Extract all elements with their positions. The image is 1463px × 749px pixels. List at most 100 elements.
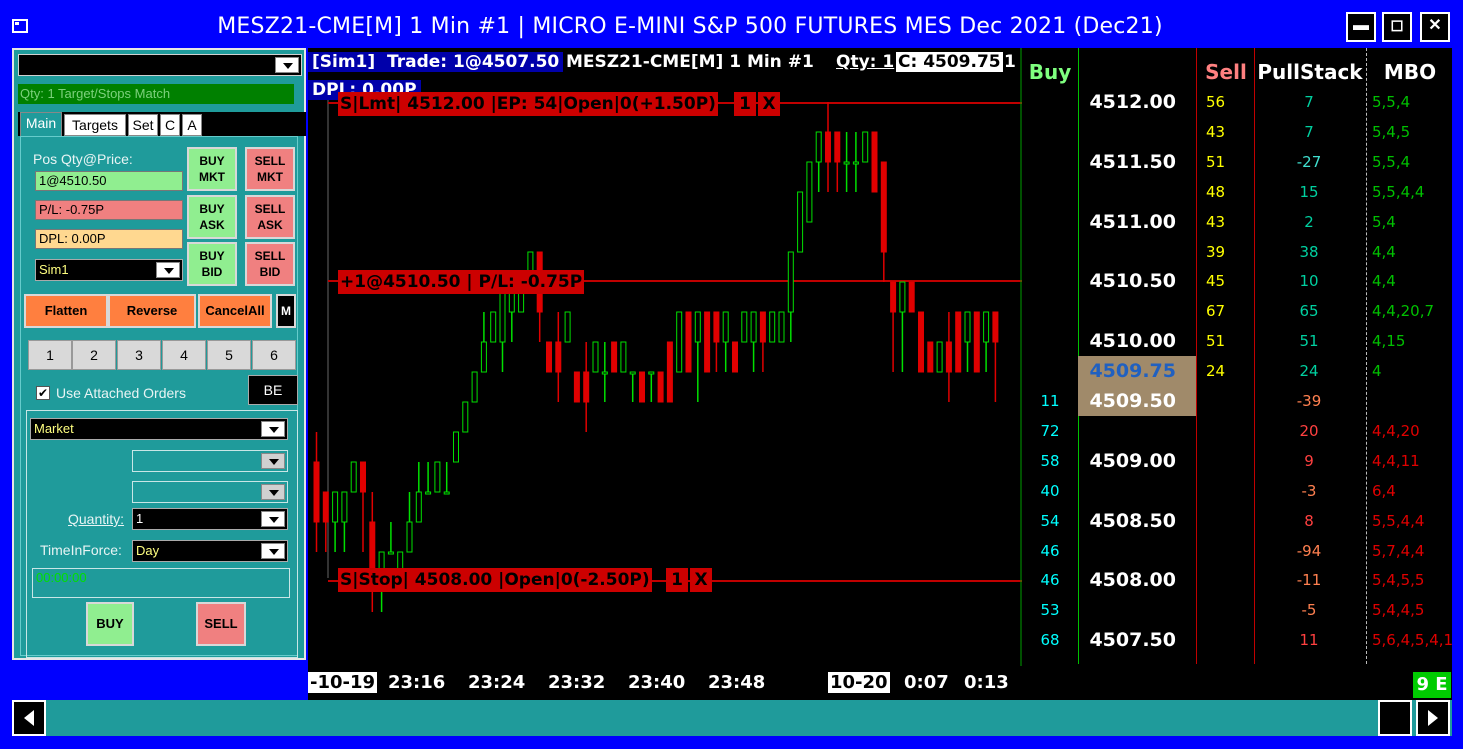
mbo-header[interactable]: MBO — [1383, 60, 1437, 84]
dom-row[interactable]: 4511.00 43 2 5,4 — [1022, 207, 1452, 237]
attached-orders-checkbox[interactable]: ✔ — [36, 386, 50, 400]
dom-row[interactable]: 48 15 5,5,4,4 — [1022, 177, 1452, 207]
price-chart[interactable]: [Sim1] Trade: 1@4507.50 MESZ21-CME[M] 1 … — [308, 48, 1022, 666]
dom-sell-cell[interactable]: 51 — [1206, 332, 1226, 351]
account-dropdown[interactable]: Sim1 — [35, 259, 183, 281]
app-window-icon[interactable] — [12, 19, 28, 33]
sell-header[interactable]: Sell — [1205, 60, 1247, 84]
buy-ask-button[interactable]: BUY ASK — [187, 195, 237, 239]
dom-buy-cell[interactable]: 46 — [1040, 571, 1060, 590]
tif-select[interactable]: Day — [132, 540, 288, 562]
qty-button-3[interactable]: 3 — [117, 340, 161, 370]
sell-ask-button[interactable]: SELL ASK — [245, 195, 295, 239]
dom-row[interactable]: 11 4509.50 -39 — [1022, 386, 1452, 416]
dom-row[interactable]: 4510.00 51 51 4,15 — [1022, 326, 1452, 356]
flatten-button[interactable]: Flatten — [24, 294, 108, 328]
tab-set[interactable]: Set — [128, 114, 158, 136]
chevron-down-icon[interactable] — [261, 421, 285, 437]
price-select-2[interactable] — [132, 481, 288, 503]
target-order-label[interactable]: S|Lmt| 4512.00 |EP: 54|Open|0(+1.50P) — [338, 92, 718, 116]
target-qty-box[interactable]: 1 — [734, 92, 756, 116]
cancel-all-button[interactable]: CancelAll — [198, 294, 272, 328]
dom-buy-cell[interactable]: 54 — [1040, 511, 1060, 530]
dom-row[interactable]: 58 4509.00 9 4,4,11 — [1022, 446, 1452, 476]
scroll-right-button[interactable] — [1416, 700, 1450, 736]
candle-body — [462, 401, 469, 433]
dom-buy-cell[interactable]: 53 — [1040, 601, 1060, 620]
order-type-select[interactable]: Market — [30, 418, 288, 440]
chevron-down-icon[interactable] — [261, 543, 285, 559]
scroll-thumb[interactable] — [1378, 700, 1412, 736]
buy-mkt-button[interactable]: BUY MKT — [187, 147, 237, 191]
dom-buy-cell[interactable]: 46 — [1040, 541, 1060, 560]
dom-row[interactable]: 68 4507.50 11 5,6,4,5,4,1 — [1022, 625, 1452, 655]
buy-button[interactable]: BUY — [86, 602, 134, 646]
tab-targets[interactable]: Targets — [64, 114, 126, 136]
buy-header[interactable]: Buy — [1028, 60, 1072, 84]
dom-row[interactable]: 4509.75 24 24 4 — [1022, 356, 1452, 387]
close-button[interactable]: ✕ — [1420, 12, 1450, 42]
dom-row[interactable]: 43 7 5,4,5 — [1022, 117, 1452, 147]
target-cancel-x[interactable]: X — [758, 92, 780, 116]
tab-c[interactable]: C — [160, 114, 180, 136]
quantity-select[interactable]: 1 — [132, 508, 288, 530]
qty-button-5[interactable]: 5 — [207, 340, 251, 370]
dom-sell-cell[interactable]: 43 — [1206, 212, 1226, 231]
dom-row[interactable]: 4510.50 45 10 4,4 — [1022, 266, 1452, 296]
qty-button-1[interactable]: 1 — [28, 340, 72, 370]
dom-buy-cell[interactable]: 68 — [1040, 631, 1060, 650]
horizontal-scrollbar[interactable] — [12, 700, 1452, 736]
chevron-down-icon[interactable] — [261, 511, 285, 527]
stop-cancel-x[interactable]: X — [690, 568, 712, 592]
dom-row[interactable]: 72 20 4,4,20 — [1022, 416, 1452, 446]
dom-sell-cell[interactable]: 67 — [1206, 302, 1226, 321]
dom-buy-cell[interactable]: 72 — [1040, 421, 1060, 440]
buy-bid-button[interactable]: BUY BID — [187, 242, 237, 286]
dom-row[interactable]: 46 4508.00 -11 5,4,5,5 — [1022, 565, 1452, 595]
dom-row[interactable]: 4512.00 56 7 5,5,4 — [1022, 87, 1452, 117]
chart-account: [Sim1] — [312, 52, 376, 72]
dom-row[interactable]: 46 -94 5,7,4,4 — [1022, 536, 1452, 566]
chevron-down-icon[interactable] — [261, 453, 285, 469]
reverse-button[interactable]: Reverse — [108, 294, 196, 328]
dom-sell-cell[interactable]: 39 — [1206, 242, 1226, 261]
dom-sell-cell[interactable]: 43 — [1206, 122, 1226, 141]
chevron-down-icon[interactable] — [261, 484, 285, 500]
dom-buy-cell[interactable]: 58 — [1040, 451, 1060, 470]
qty-button-6[interactable]: 6 — [252, 340, 296, 370]
be-button[interactable]: BE — [248, 375, 298, 405]
scroll-left-button[interactable] — [12, 700, 46, 736]
dom-sell-cell[interactable]: 56 — [1206, 93, 1226, 111]
sell-bid-button[interactable]: SELL BID — [245, 242, 295, 286]
m-button[interactable]: M — [276, 294, 296, 328]
qty-button-2[interactable]: 2 — [72, 340, 116, 370]
position-label[interactable]: +1@4510.50 | P/L: -0.75P — [338, 270, 585, 294]
minimize-button[interactable]: ▬ — [1346, 12, 1376, 42]
dom-buy-cell[interactable]: 40 — [1040, 481, 1060, 500]
page-count-badge[interactable]: 9 E — [1413, 672, 1451, 698]
chevron-down-icon[interactable] — [156, 262, 180, 278]
tab-a[interactable]: A — [182, 114, 202, 136]
dom-sell-cell[interactable]: 51 — [1206, 152, 1226, 171]
dom-row[interactable]: 39 38 4,4 — [1022, 237, 1452, 267]
dom-buy-cell[interactable]: 11 — [1040, 392, 1060, 410]
tab-main[interactable]: Main — [20, 112, 62, 136]
chevron-down-icon[interactable] — [275, 57, 299, 73]
qty-button-4[interactable]: 4 — [162, 340, 206, 370]
dom-row[interactable]: 67 65 4,4,20,7 — [1022, 296, 1452, 326]
price-select-1[interactable] — [132, 450, 288, 472]
dom-sell-cell[interactable]: 45 — [1206, 272, 1226, 291]
sell-mkt-button[interactable]: SELL MKT — [245, 147, 295, 191]
stop-order-label[interactable]: S|Stop| 4508.00 |Open|0(-2.50P) — [338, 568, 652, 592]
sell-button[interactable]: SELL — [196, 602, 246, 646]
dom-row[interactable]: 40 -3 6,4 — [1022, 476, 1452, 506]
dom-sell-cell[interactable]: 48 — [1206, 182, 1226, 201]
maximize-button[interactable]: ◻ — [1382, 12, 1412, 42]
dom-row[interactable]: 4511.50 51 -27 5,5,4 — [1022, 147, 1452, 177]
stop-qty-box[interactable]: 1 — [666, 568, 688, 592]
account-select[interactable] — [18, 54, 302, 76]
dom-row[interactable]: 54 4508.50 8 5,5,4,4 — [1022, 506, 1452, 536]
dom-sell-cell[interactable]: 24 — [1206, 362, 1226, 381]
dom-row[interactable]: 53 -5 5,4,4,5 — [1022, 595, 1452, 625]
pullstack-header[interactable]: PullStack — [1257, 60, 1363, 84]
